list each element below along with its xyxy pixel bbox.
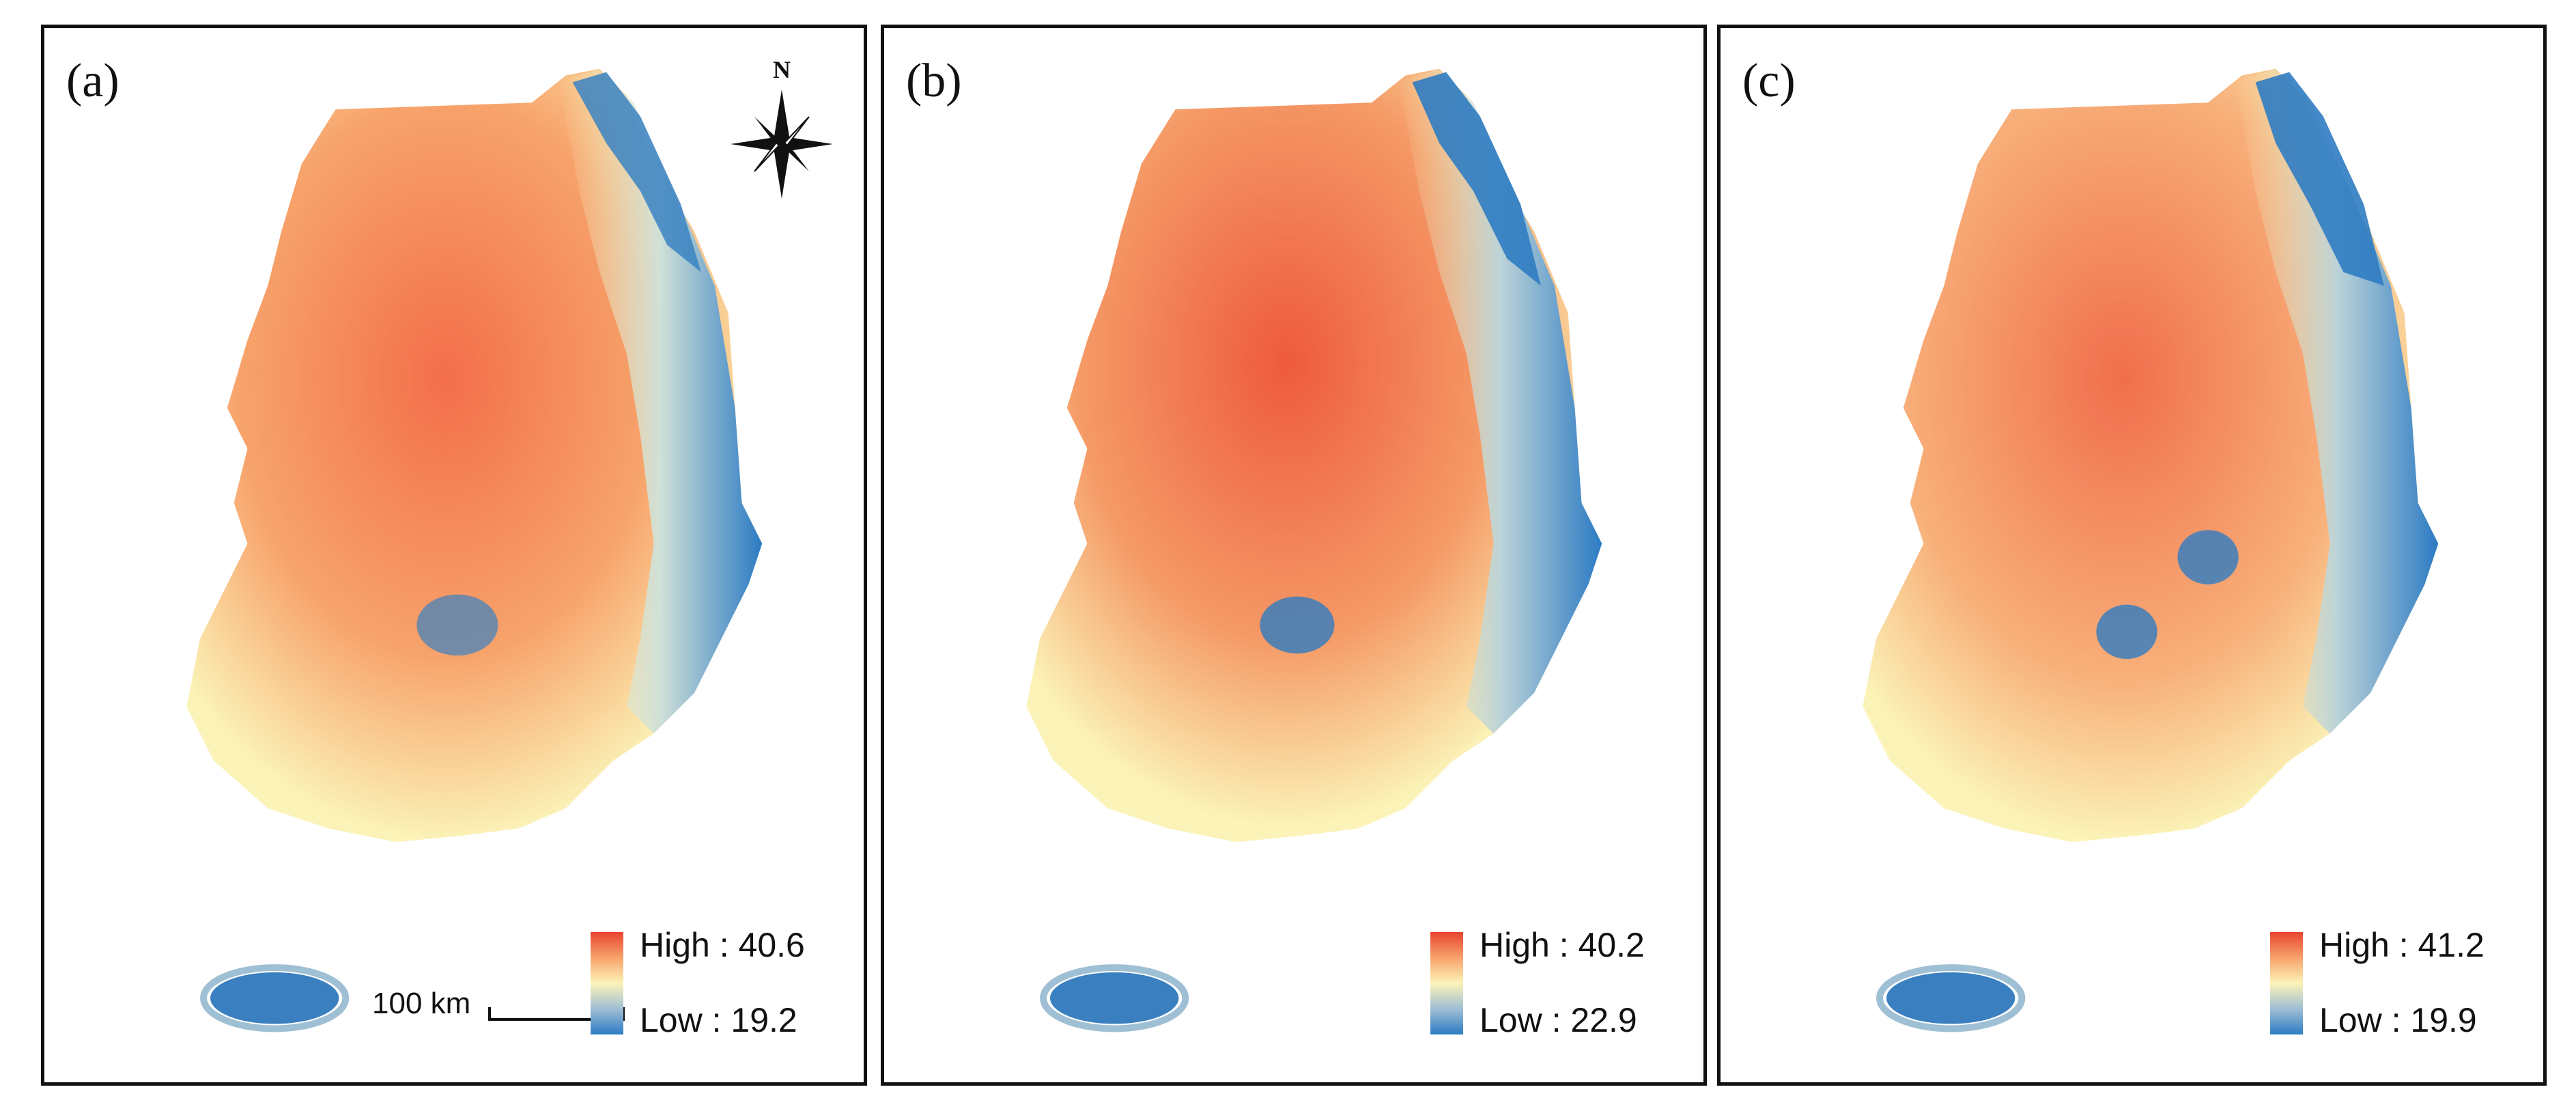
- legend-low-label: Low : 19.2: [640, 1001, 797, 1039]
- panel-label: (a): [66, 55, 119, 107]
- legend-high-label: High : 40.2: [1480, 926, 1645, 964]
- jeju-rim-a: [200, 964, 350, 1032]
- panel-label: (c): [1742, 55, 1796, 107]
- scale-label: 100 km: [372, 987, 471, 1020]
- jeju-rim-c: [1876, 964, 2026, 1032]
- legend-color-ramp: [2270, 932, 2303, 1034]
- scale-bar: 100 km: [372, 987, 645, 1028]
- east-blue-b: [1412, 72, 1541, 286]
- east-coast-a: [558, 68, 763, 734]
- east-coast-c: [2235, 68, 2439, 734]
- legend-high-label: High : 41.2: [2319, 926, 2485, 964]
- legend: High : 41.2 Low : 19.9: [2270, 925, 2516, 1041]
- map-panel-b: (b) High : 40.2 Low : 22.9: [881, 25, 1707, 1086]
- east-coast-b: [1398, 68, 1602, 734]
- scale-bar-line: [488, 1007, 625, 1021]
- jeju-rim-b: [1040, 964, 1189, 1032]
- legend: High : 40.6 Low : 19.2: [591, 925, 836, 1041]
- legend-low-label: Low : 19.9: [2319, 1001, 2477, 1039]
- east-blue-a: [572, 72, 701, 272]
- legend-high-label: High : 40.6: [640, 926, 805, 964]
- legend: High : 40.2 Low : 22.9: [1430, 925, 1676, 1041]
- central-low-c-1: [2177, 530, 2239, 584]
- legend-color-ramp: [591, 932, 623, 1034]
- central-low-a: [416, 594, 498, 656]
- korea-map-a: [186, 68, 763, 1032]
- compass-icon: [731, 89, 833, 199]
- panel-label: (b): [906, 55, 962, 107]
- north-label: N: [773, 56, 791, 83]
- map-panel-c: (c) High : 41.2 Low : 19.9: [1717, 25, 2547, 1086]
- central-low-b: [1260, 596, 1335, 654]
- east-blue-c: [2255, 72, 2384, 286]
- jeju-c: [1886, 972, 2015, 1024]
- map-panel-a: (a) N 100 km High : 40.6 Low : 19.2: [41, 25, 867, 1086]
- central-low-c-2: [2096, 604, 2157, 660]
- korea-map-b: [1026, 68, 1602, 1032]
- legend-color-ramp: [1430, 932, 1463, 1034]
- legend-low-label: Low : 22.9: [1480, 1001, 1637, 1039]
- north-arrow: N: [727, 55, 836, 206]
- jeju-b: [1049, 972, 1179, 1024]
- korea-map-c: [1863, 68, 2439, 1032]
- jeju-a: [210, 972, 339, 1024]
